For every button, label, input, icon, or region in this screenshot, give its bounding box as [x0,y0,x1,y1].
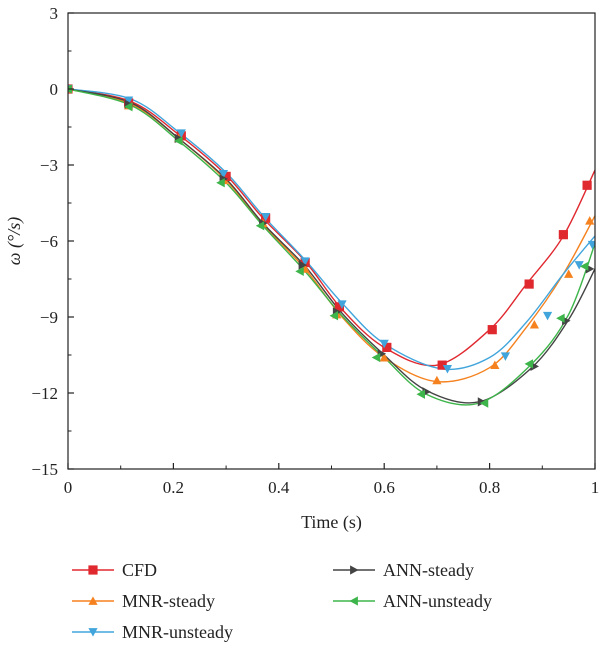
x-tick-label: 0.8 [479,478,500,497]
marker-ann-unsteady [216,178,225,188]
marker-cfd [487,325,497,335]
marker-ann-unsteady [579,261,589,271]
marker-cfd [582,180,592,190]
legend-marker [88,565,98,575]
marker-cfd [558,230,568,240]
marker-mnr-unsteady [500,352,511,361]
plot-frame [67,12,596,470]
legend-item-ann-steady: ANN-steady [333,560,474,580]
y-axis-title: ω (°/s) [4,217,25,265]
plot-area [68,84,595,408]
marker-mnr-unsteady [124,96,134,105]
series-line-mnr-unsteady [68,88,595,371]
x-tick-label: 0 [64,478,73,497]
marker-mnr-unsteady [300,257,310,266]
marker-ann-unsteady [479,398,489,408]
legend-item-ann-unsteady: ANN-unsteady [333,591,492,611]
series-line-mnr-steady [68,88,595,383]
y-tick-label: −12 [31,384,58,403]
series-line-ann-steady [68,88,595,404]
legend-item-mnr-unsteady: MNR-unsteady [72,622,233,642]
x-tick-label: 0.2 [163,478,184,497]
x-tick-label: 1 [591,478,600,497]
marker-ann-unsteady [371,352,381,363]
marker-mnr-unsteady [574,261,584,270]
marker-mnr-unsteady [218,169,229,179]
marker-mnr-unsteady [442,365,453,374]
legend-label: CFD [122,560,157,580]
marker-ann-unsteady [416,389,425,399]
marker-ann-unsteady [524,359,534,369]
marker-mnr-unsteady [542,311,553,321]
legend-label: MNR-steady [122,591,215,611]
marker-cfd [437,360,447,370]
marker-mnr-steady [379,352,389,362]
marker-mnr-steady [529,320,539,329]
y-tick-label: 3 [50,4,59,23]
marker-ann-unsteady [124,102,133,112]
legend-label: ANN-steady [383,560,474,580]
marker-ann-unsteady [295,266,304,276]
marker-mnr-unsteady [587,240,595,250]
marker-cfd [221,171,231,181]
marker-mnr-steady [564,269,574,278]
marker-ann-unsteady [329,311,339,321]
x-tick-label: 0.6 [374,478,395,497]
legend-marker [350,565,359,575]
legend-label: ANN-unsteady [383,591,492,611]
x-tick-label: 0.4 [268,478,290,497]
marker-mnr-steady [490,360,500,370]
marker-ann-steady [298,260,308,270]
y-tick-label: −9 [40,308,58,327]
legend-marker [88,628,98,637]
axes: 0 0.2 0.4 0.6 0.8 1 3 0 −3 −6 −9 −12 −15 [31,4,599,497]
marker-mnr-steady [432,375,442,385]
y-tick-label: −3 [40,156,58,175]
legend-marker [349,596,358,606]
legend-label: MNR-unsteady [122,622,233,642]
y-tick-label: −6 [40,232,58,251]
series-line-cfd [68,88,595,367]
legend-item-mnr-steady: MNR-steady [72,591,215,611]
marker-mnr-unsteady [261,213,271,222]
legend: CFD MNR-steady MNR-unsteady ANN-steady ANN-u… [72,560,492,642]
x-axis-title: Time (s) [301,512,362,533]
marker-ann-steady [477,397,487,407]
y-tick-label: 0 [50,80,59,99]
marker-cfd [524,279,534,289]
y-tick-label: −15 [31,460,58,479]
marker-cfd [382,342,392,352]
marker-ann-unsteady [174,136,183,146]
marker-mnr-unsteady [176,129,186,138]
marker-ann-unsteady [556,313,565,323]
marker-mnr-unsteady [337,300,347,309]
marker-cfd [334,302,345,312]
marker-mnr-steady [585,216,595,225]
marker-ann-unsteady [255,221,265,231]
legend-item-cfd: CFD [72,560,157,580]
legend-marker [88,596,98,605]
series-line-ann-unsteady [68,88,595,406]
marker-mnr-unsteady [379,339,389,349]
